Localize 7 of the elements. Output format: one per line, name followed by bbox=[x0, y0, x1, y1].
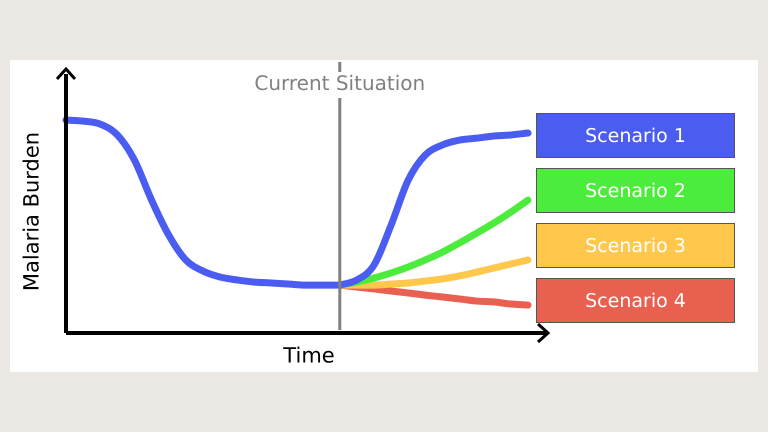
x-axis-title: Time bbox=[282, 343, 335, 368]
label-box: Scenario 2 bbox=[536, 168, 735, 213]
text: Current Situation bbox=[254, 71, 426, 96]
label-box: Scenario 3 bbox=[536, 223, 735, 268]
label-box: Scenario 4 bbox=[536, 278, 735, 323]
y-axis-title: Malaria Burden bbox=[19, 132, 44, 292]
label-box: Scenario 1 bbox=[536, 113, 735, 158]
